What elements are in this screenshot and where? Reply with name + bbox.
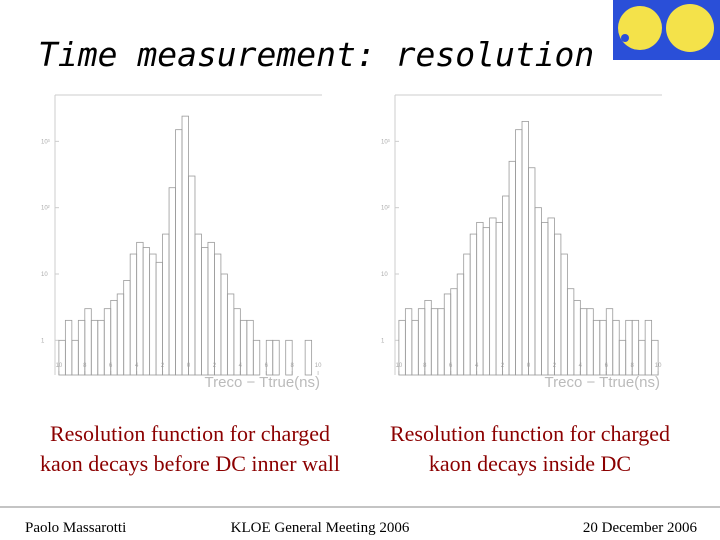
logo [613,0,720,60]
histogram-bar [58,339,66,376]
histogram-bar [515,129,523,376]
histogram-bar [547,217,555,376]
histogram-bar [90,319,99,376]
histogram-bar [129,253,138,376]
footer-date: 20 December 2006 [583,520,698,536]
histogram-bar [508,160,516,376]
histogram-bar [430,308,439,376]
histogram-bar [618,339,627,376]
histogram-bar [528,167,536,376]
histogram-bar [489,217,497,376]
histogram-bar [201,247,209,376]
y-tick-label: 10 [381,272,388,278]
histogram-bar [194,233,202,376]
histogram-bar [220,273,228,376]
histogram-bar [586,308,594,376]
histogram-bar [534,207,542,376]
slide-title: Time measurement: resolution [38,35,594,74]
histogram-bar [149,253,157,376]
caption: kaon decays before DC inner wall [40,451,340,476]
histogram-bar [168,187,176,376]
caption: kaon decays inside DC [429,451,631,476]
y-tick-label: 10² [381,206,390,212]
histogram-bar [64,319,73,376]
histogram-bar [155,261,163,376]
histogram-bar [437,308,445,376]
histogram-bar [265,339,274,376]
histogram-bar [142,247,151,376]
histogram-bar [554,233,562,376]
histogram-bar [123,280,131,376]
histogram-bar [560,253,568,376]
histogram-bar [612,319,620,376]
histogram-bar [456,273,465,376]
histogram-bar [226,293,235,376]
histogram-bar [469,233,478,376]
histogram-bar [175,129,183,376]
histogram-bar [162,233,170,376]
histogram-bar [541,221,549,376]
histogram-bar [136,241,144,376]
histogram-bar [116,293,125,376]
caption: Resolution function for charged [390,421,670,446]
histogram-bar [188,175,196,376]
histogram-bar [482,227,491,376]
histogram-bar [272,339,280,376]
histogram-bar [97,319,105,376]
x-tick-label: 10 [315,363,322,369]
histogram-bar [207,241,215,376]
histogram-bar [181,115,189,376]
histogram-bar [252,339,261,376]
x-axis-label: Treco − Ttrue(ns) [545,374,660,391]
histogram-bar [521,120,529,376]
histogram-bar [476,221,484,376]
histogram-bar [404,308,413,376]
histogram-bar [644,319,653,376]
histogram-bar [463,253,471,376]
histogram-bar [651,339,659,376]
histogram-bar [71,339,79,376]
histogram-bar [246,319,254,376]
footer-author: Paolo Massarotti [25,520,126,536]
y-tick-label: 10³ [381,139,390,145]
histogram-bar [592,319,601,376]
y-tick-label: 10³ [41,139,50,145]
y-tick-label: 10² [41,206,50,212]
y-tick-label: 10 [41,272,48,278]
histogram-bar [214,253,222,376]
y-tick-label: 1 [41,338,45,344]
footer-meeting: KLOE General Meeting 2006 [231,520,410,536]
histogram-bar [638,339,646,376]
caption: Resolution function for charged [50,421,330,446]
histogram-bar [285,339,293,376]
histogram-bar [566,288,575,376]
x-axis-label: Treco − Ttrue(ns) [205,374,320,391]
histogram-bar [495,221,503,376]
histogram-bar [411,319,419,376]
histogram-bar [304,339,313,376]
histogram-bar [502,195,510,376]
y-tick-label: 1 [381,338,385,344]
